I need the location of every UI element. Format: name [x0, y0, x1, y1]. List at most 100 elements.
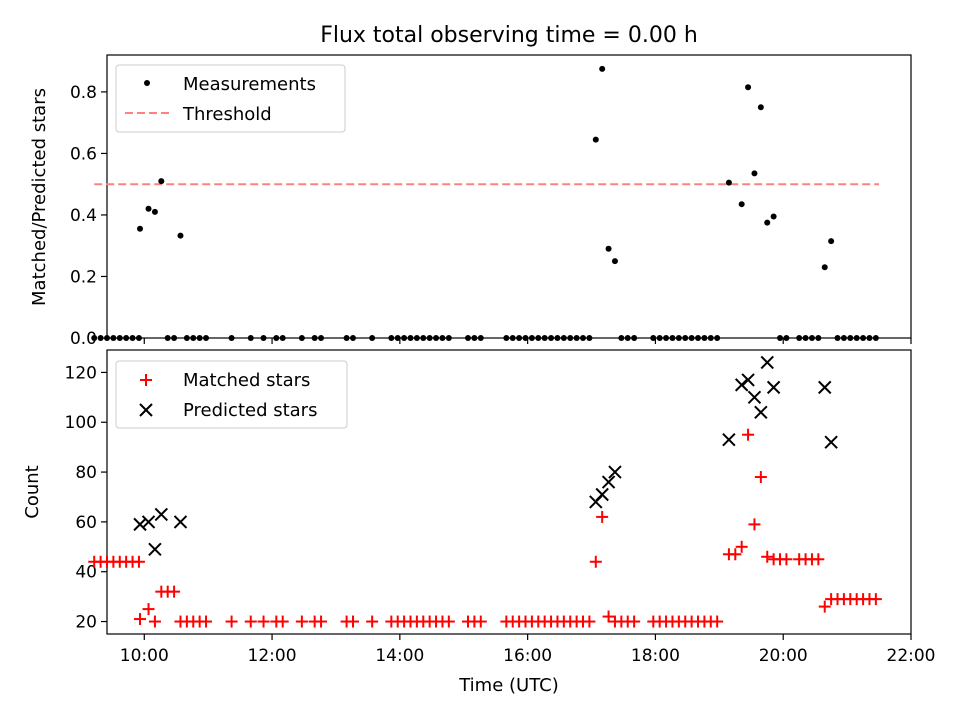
predicted-stars-point: [760, 355, 774, 370]
top-y-axis-label: Matched/Predicted stars: [29, 88, 50, 306]
measurement-point: [97, 335, 104, 341]
measurement-point: [828, 238, 835, 245]
matched-stars-point: [583, 615, 596, 628]
predicted-stars-point: [173, 515, 188, 529]
measurement-point: [714, 335, 721, 341]
legend-measurements-label: Measurements: [183, 74, 316, 95]
measurement-point: [516, 335, 523, 341]
measurement-point: [751, 170, 758, 177]
matched-stars-point: [735, 540, 748, 553]
measurement-point: [388, 335, 395, 341]
measurement-point: [688, 335, 695, 341]
predicted-stars-point: [133, 517, 147, 532]
measurement-point: [164, 335, 171, 341]
top-y-tick-label: 0.4: [70, 206, 97, 226]
measurement-point: [228, 335, 235, 341]
measurement-point: [580, 335, 587, 341]
bottom-y-tick-label: 120: [65, 363, 97, 383]
measurement-point: [860, 335, 867, 341]
matched-stars-point: [244, 615, 257, 628]
measurement-point: [145, 205, 152, 212]
x-tick-label: 20:00: [759, 646, 808, 666]
top-y-tick-label: 0.0: [70, 329, 97, 349]
measurement-point: [151, 208, 158, 215]
measurement-point: [298, 335, 305, 341]
legend-predicted-label: Predicted stars: [183, 400, 317, 421]
x-tick-label: 16:00: [503, 646, 552, 666]
bottom-y-axis-label: Count: [22, 465, 43, 518]
matched-stars-point: [818, 600, 831, 613]
measurement-point: [618, 335, 625, 341]
predicted-stars-point: [154, 507, 169, 522]
measurement-point: [796, 335, 803, 341]
measurement-point: [183, 335, 190, 341]
measurement-point: [349, 335, 356, 341]
legend-predicted-marker: [139, 403, 153, 417]
predicted-stars-point: [601, 475, 616, 489]
measurement-point: [190, 335, 197, 341]
measurement-point: [834, 335, 841, 341]
matched-stars-point: [589, 555, 602, 568]
measurement-point: [586, 335, 593, 341]
measurement-point: [196, 335, 203, 341]
measurement-point: [110, 335, 117, 341]
matched-stars-point: [748, 518, 761, 531]
measurement-point: [605, 245, 612, 252]
predicted-stars-point: [608, 465, 622, 479]
measurement-point: [853, 335, 860, 341]
measurement-point: [777, 335, 784, 341]
top-y-tick-label: 0.2: [70, 267, 97, 287]
measurement-point: [650, 335, 657, 341]
measurement-point: [116, 335, 123, 341]
measurement-point: [695, 335, 702, 341]
measurement-point: [528, 335, 535, 341]
measurement-point: [560, 335, 567, 341]
measurement-point: [369, 335, 376, 341]
measurement-point: [273, 335, 280, 341]
predicted-stars-point: [141, 515, 156, 529]
bottom-marks: [88, 355, 882, 628]
measurement-point: [669, 335, 676, 341]
measurement-point: [872, 335, 879, 341]
measurement-point: [401, 335, 408, 341]
predicted-stars-point: [148, 542, 162, 557]
matched-stars-point: [869, 593, 882, 606]
matched-stars-point: [295, 615, 308, 628]
measurement-point: [177, 232, 184, 239]
measurement-point: [866, 335, 873, 341]
measurement-point: [522, 335, 529, 341]
x-tick-label: 22:00: [887, 646, 936, 666]
measurement-point: [701, 335, 708, 341]
measurement-point: [757, 104, 764, 111]
measurement-point: [624, 335, 631, 341]
matched-stars-point: [142, 603, 155, 616]
measurement-point: [137, 225, 144, 232]
measurement-point: [477, 335, 484, 341]
predicted-stars-point: [595, 487, 609, 502]
measurement-point: [663, 335, 670, 341]
top-panel-ratio: 0.00.20.40.60.8 Matched/Predicted stars …: [29, 54, 912, 349]
predicted-stars-point: [741, 373, 755, 387]
measurement-point: [394, 335, 401, 341]
predicted-stars-point: [824, 435, 838, 449]
x-tick-label: 14:00: [375, 646, 424, 666]
measurement-point: [158, 178, 165, 185]
measurement-point: [260, 335, 267, 341]
bottom-y-tick-label: 60: [75, 513, 97, 533]
bottom-y-tick-label: 80: [75, 463, 97, 483]
measurement-point: [770, 213, 777, 220]
matched-stars-point: [729, 548, 742, 561]
measurement-point: [682, 335, 689, 341]
bottom-legend-box: [115, 360, 348, 429]
measurement-point: [445, 335, 452, 341]
predicted-stars-point: [747, 390, 762, 405]
measurement-point: [745, 84, 752, 91]
top-marks: [91, 65, 880, 341]
top-legend: Measurements Threshold: [115, 64, 346, 133]
measurement-point: [554, 335, 561, 341]
bottom-y-tick-label: 100: [65, 413, 97, 433]
measurement-point: [247, 335, 254, 341]
legend-measurements-marker: [144, 80, 150, 86]
measurement-point: [343, 335, 350, 341]
bottom-legend: Matched stars Predicted stars: [115, 360, 348, 429]
